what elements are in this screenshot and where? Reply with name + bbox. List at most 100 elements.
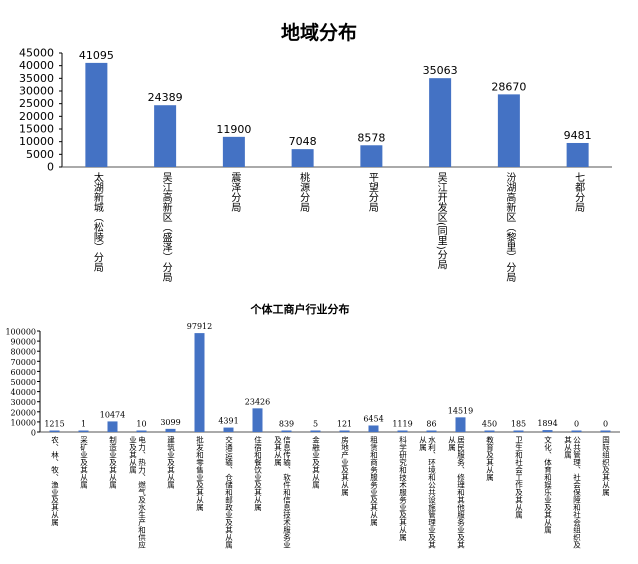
x-tick-label: 交通运输、仓储和邮政业及其从属 xyxy=(224,436,234,549)
data-label: 1 xyxy=(81,420,86,429)
data-label: 8578 xyxy=(357,131,385,144)
x-tick-label: 太湖新城（松陵）分局 xyxy=(91,172,103,272)
x-tick-label: 房地产业及其从属 xyxy=(340,436,350,496)
data-label: 97912 xyxy=(187,322,212,331)
data-label: 839 xyxy=(279,420,294,429)
y-tick-label: 100000 xyxy=(5,328,36,337)
x-tick-label: 汾湖高新区（黎里）分局 xyxy=(503,172,515,282)
x-tick-label: 卫生和社会工作及其从属 xyxy=(514,436,524,519)
y-tick-label: 90000 xyxy=(11,338,36,347)
y-tick-label: 0 xyxy=(47,161,54,174)
x-tick-label: 平望分局 xyxy=(366,172,378,212)
data-label: 11900 xyxy=(216,123,251,136)
data-label: 14519 xyxy=(448,406,473,415)
x-tick-label: 国际组织及其从属 xyxy=(601,436,611,496)
x-tick-label: 租赁和商务服务业及其从属 xyxy=(369,436,379,526)
y-tick-label: 40000 xyxy=(11,388,36,397)
x-tick-label: 采矿业及其从属 xyxy=(79,436,89,489)
bar xyxy=(397,430,408,432)
bar xyxy=(107,421,118,432)
data-label: 1119 xyxy=(392,420,412,429)
data-label: 28670 xyxy=(491,80,526,93)
x-tick-label: 水利、环境和公共设施管理业及其从属 xyxy=(418,436,437,549)
data-label: 7048 xyxy=(289,135,317,148)
bar xyxy=(154,105,177,167)
x-tick-label: 七都分局 xyxy=(572,172,584,212)
x-tick-label: 吴江开发区(同里)分局 xyxy=(435,172,447,270)
y-tick-label: 20000 xyxy=(11,408,36,417)
x-tick-label: 桃源分局 xyxy=(297,172,309,212)
chart1-title: 地域分布 xyxy=(280,22,357,44)
y-tick-label: 0 xyxy=(31,429,36,438)
x-tick-label: 电力、热力、燃气及水生产和供应业及其从属 xyxy=(128,436,147,549)
y-tick-label: 30000 xyxy=(11,398,36,407)
bar xyxy=(497,94,520,167)
y-tick-label: 30000 xyxy=(19,85,54,98)
data-label: 9481 xyxy=(564,129,592,142)
data-label: 23426 xyxy=(245,397,270,406)
data-label: 10474 xyxy=(100,410,125,419)
x-tick-label: 教育及其从属 xyxy=(485,436,495,481)
bar xyxy=(194,333,205,432)
data-label: 1215 xyxy=(44,420,64,429)
bar xyxy=(78,430,89,432)
data-label: 4391 xyxy=(218,417,238,426)
data-label: 185 xyxy=(511,420,526,429)
data-label: 35063 xyxy=(423,64,458,77)
bar xyxy=(360,145,383,167)
chart2-title: 个体工商户行业分布 xyxy=(250,303,350,316)
bar xyxy=(600,430,611,432)
data-label: 0 xyxy=(574,420,579,429)
data-label: 5 xyxy=(313,420,318,429)
bar xyxy=(281,430,292,432)
x-tick-label: 建筑业及其从属 xyxy=(166,436,176,489)
bar xyxy=(223,427,234,432)
bar xyxy=(368,425,379,432)
x-tick-label: 批发和零售业及其从属 xyxy=(195,436,205,511)
bar xyxy=(455,417,466,432)
x-tick-label: 农、林、牧、渔业及其从属 xyxy=(50,436,60,526)
x-tick-label: 金融业及其从属 xyxy=(311,436,321,489)
data-label: 450 xyxy=(482,420,497,429)
bar xyxy=(165,428,176,432)
bar xyxy=(513,430,524,432)
x-tick-label: 信息传输、软件和信息技术服务业及其从属 xyxy=(273,436,292,549)
bar xyxy=(484,430,495,432)
bar xyxy=(426,430,437,432)
data-label: 10 xyxy=(136,420,146,429)
bar xyxy=(429,78,452,167)
bar xyxy=(136,430,147,432)
x-tick-label: 吴江高新区（盛泽）分局 xyxy=(160,172,172,282)
data-label: 121 xyxy=(337,420,352,429)
y-tick-label: 40000 xyxy=(19,59,54,72)
x-tick-label: 制造业及其从属 xyxy=(108,436,118,489)
x-tick-label: 文化、体育和娱乐业及其从属 xyxy=(543,436,553,534)
x-tick-label: 公共管理、社会保障和社会组织及其从属 xyxy=(563,436,582,549)
y-tick-label: 10000 xyxy=(11,418,36,427)
data-label: 3099 xyxy=(160,418,180,427)
y-tick-label: 35000 xyxy=(19,72,54,85)
data-label: 41095 xyxy=(79,49,114,62)
bar xyxy=(49,430,60,432)
y-tick-label: 15000 xyxy=(19,123,54,136)
data-label: 0 xyxy=(603,420,608,429)
y-tick-label: 20000 xyxy=(19,110,54,123)
y-tick-label: 10000 xyxy=(19,135,54,148)
bar xyxy=(566,142,589,167)
data-label: 6454 xyxy=(363,414,383,423)
bar xyxy=(310,430,321,432)
data-label: 24389 xyxy=(148,91,183,104)
y-tick-label: 70000 xyxy=(11,358,36,367)
bar xyxy=(291,149,314,167)
x-tick-label: 震泽分局 xyxy=(228,172,240,212)
bar xyxy=(542,430,553,432)
data-label: 1894 xyxy=(537,419,557,428)
y-tick-label: 60000 xyxy=(11,368,36,377)
y-tick-label: 5000 xyxy=(26,148,54,161)
data-label: 86 xyxy=(426,420,436,429)
y-tick-label: 80000 xyxy=(11,348,36,357)
bar xyxy=(222,136,245,167)
x-tick-label: 科学研究和技术服务业及其从属 xyxy=(398,436,408,541)
bar xyxy=(571,430,582,432)
